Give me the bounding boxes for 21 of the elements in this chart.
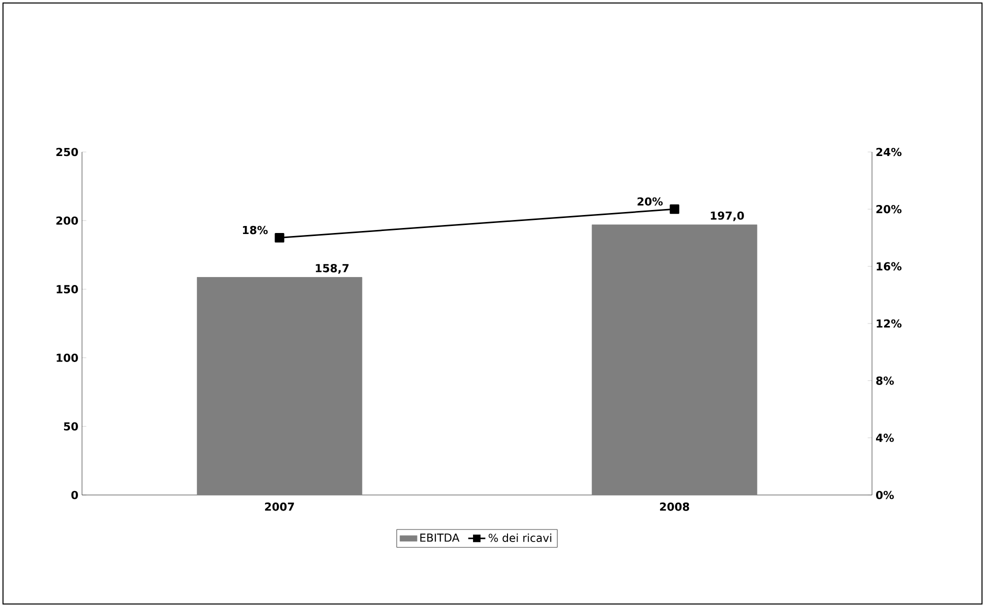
y2-tick-label: 16%	[876, 262, 902, 270]
legend-label: % dei ricavi	[488, 533, 552, 542]
y2-tick-label: 24%	[876, 148, 902, 156]
y2-tick-label: 8%	[876, 376, 894, 385]
y-tick-label: 200	[56, 216, 78, 225]
legend-label: EBITDA	[420, 534, 460, 542]
y-tick-label: 100	[56, 354, 78, 362]
y2-tick-label: 4%	[876, 434, 894, 442]
y2-tick-label: 0%	[876, 490, 894, 500]
data-label: 158,7	[316, 264, 349, 274]
y-tick-label: 50	[64, 422, 78, 431]
x-tick-label: 2007	[265, 502, 294, 511]
data-label: 197,0	[710, 211, 744, 222]
y-tick-label: 0	[71, 490, 78, 500]
data-label: 20%	[638, 197, 663, 206]
y2-tick-label: 12%	[876, 319, 902, 328]
x-tick-label: 2008	[660, 502, 690, 511]
y-tick-label: 150	[56, 285, 78, 294]
data-label: 18%	[242, 226, 268, 234]
y2-tick-label: 20%	[876, 205, 902, 214]
y-tick-label: 250	[56, 148, 78, 156]
